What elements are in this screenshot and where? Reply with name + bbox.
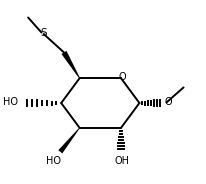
Text: S: S xyxy=(41,29,47,38)
Text: O: O xyxy=(118,72,126,82)
Text: HO: HO xyxy=(46,156,61,166)
Polygon shape xyxy=(58,128,80,153)
Text: HO: HO xyxy=(3,98,18,107)
Text: OH: OH xyxy=(114,156,129,166)
Polygon shape xyxy=(61,51,80,78)
Text: O: O xyxy=(164,97,172,107)
